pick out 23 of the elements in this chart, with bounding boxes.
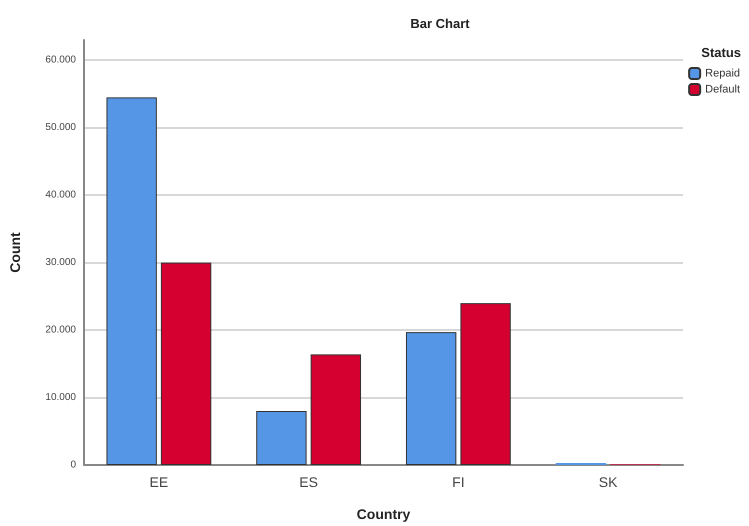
y-tick-label: 10.000 [45,392,76,404]
x-tick-label: EE [150,474,168,490]
legend-title: Status [701,45,742,60]
y-tick-label: 40.000 [45,190,76,201]
y-tick-label: 60.000 [45,54,76,66]
y-tick-label: 30.000 [45,257,76,268]
legend-label: Default [705,84,740,96]
bar [256,411,307,465]
bar [406,332,456,465]
bar [106,97,157,465]
bar [460,303,511,465]
x-tick-label: SK [598,474,618,490]
x-tick-label: ES [299,474,318,490]
y-tick-label: 20.000 [45,324,76,336]
x-axis-title: Country [356,506,411,522]
bar [160,262,212,465]
chart-title: Bar Chart [410,16,470,31]
y-axis-title: Count [7,232,23,273]
bar [310,354,362,465]
y-tick-label: 50.000 [45,122,76,134]
legend-label: Repaid [705,68,740,80]
x-tick-label: FI [452,474,465,490]
y-tick-label: 0 [70,460,76,470]
